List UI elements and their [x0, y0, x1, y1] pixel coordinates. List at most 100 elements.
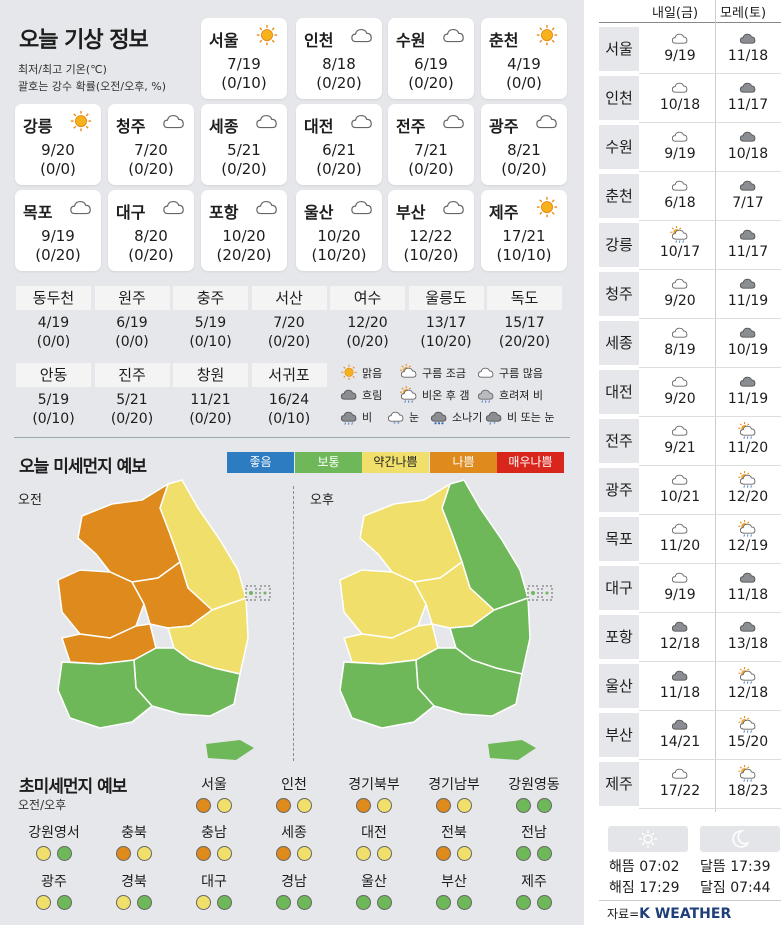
forecast-row: 제주 17/22 18/23 — [599, 762, 781, 809]
city-temp: 7/20 — [134, 141, 168, 159]
small-city-temp: 5/19 — [37, 392, 70, 408]
tomorrow-temp: 10/17 — [659, 244, 701, 260]
moon-box — [700, 826, 780, 852]
pm25-region-name: 대전 — [361, 825, 387, 841]
forecast-row: 수원 9/19 10/18 — [599, 125, 781, 172]
sun-box — [608, 826, 688, 852]
cloud-icon — [671, 768, 688, 779]
after-temp: 11/19 — [727, 391, 769, 407]
sun-rain-icon — [738, 716, 756, 733]
sun-icon — [639, 830, 657, 848]
city-card: 부산 12/22 (10/20) — [388, 190, 474, 271]
dust-scale-item: 약간나쁨 — [362, 452, 429, 473]
pm25-region: 충남 — [176, 823, 252, 861]
small-city-values: 13/17 (10/20) — [409, 314, 484, 352]
pm25-am-dot — [436, 846, 451, 861]
sunrise-text: 해뜸 07:02 — [609, 859, 680, 875]
rain-then-clear-icon — [400, 386, 417, 403]
pm25-region: 전남 — [496, 823, 572, 861]
forecast-row: 대구 9/19 11/18 — [599, 566, 781, 613]
pm25-pm-dot — [457, 895, 472, 910]
city-prob: (0/0) — [506, 74, 542, 92]
shower-icon — [430, 411, 447, 425]
pm25-pm-dot — [137, 895, 152, 910]
dust-scale-item: 나쁨 — [430, 452, 497, 473]
pm25-am-dot — [276, 798, 291, 813]
weather-legend-item: 구름 조금 — [398, 364, 466, 382]
map-region-jeonnam — [57, 659, 154, 729]
after-temp: 7/17 — [732, 195, 764, 211]
small-city-temp: 6/19 — [116, 315, 148, 331]
pm25-region: 경남 — [256, 872, 332, 910]
tomorrow-temp: 14/21 — [659, 734, 701, 750]
forecast-city: 울산 — [599, 664, 639, 708]
pm25-am-dot — [196, 895, 211, 910]
pm25-pm-dot — [137, 846, 152, 861]
city-temp: 6/19 — [414, 55, 448, 73]
cloud-icon — [671, 131, 688, 142]
after-temp: 18/23 — [727, 783, 769, 799]
cloud-icon — [70, 200, 91, 215]
pm25-am-dot — [516, 895, 531, 910]
pm25-am-dot — [356, 895, 371, 910]
forecast-city: 춘천 — [599, 174, 639, 218]
small-city-values: 5/19 (0/10) — [173, 314, 248, 352]
city-temp: 6/21 — [322, 141, 356, 159]
after-temp: 10/19 — [727, 342, 769, 358]
small-city-values: 5/19 (0/10) — [16, 391, 91, 429]
cloud-icon — [536, 114, 557, 129]
small-city-name: 독도 — [487, 286, 562, 310]
small-city-name: 여수 — [330, 286, 405, 310]
tomorrow-temp: 11/20 — [659, 538, 701, 554]
cloud-icon — [351, 28, 372, 43]
forecast-city: 부산 — [599, 713, 639, 757]
cloud-icon — [443, 28, 464, 43]
dark-cloud-icon — [671, 719, 688, 730]
pm25-am-dot — [36, 895, 51, 910]
cloud-icon — [351, 200, 372, 215]
small-city-temp: 5/19 — [194, 315, 227, 331]
small-city-prob: (0/0) — [36, 334, 71, 350]
pm25-region: 인천 — [256, 775, 332, 813]
small-city-temp: 16/24 — [268, 392, 310, 408]
forecast-row: 춘천 6/18 7/17 — [599, 174, 781, 221]
pm25-region: 대전 — [336, 823, 412, 861]
after-temp: 13/18 — [727, 636, 769, 652]
city-card: 서울 7/19 (0/10) — [201, 18, 287, 99]
small-city-values: 6/19 (0/0) — [95, 314, 170, 352]
legend-label: 소나기 — [452, 411, 483, 424]
dark-cloud-icon — [739, 33, 756, 44]
weather-legend-item: 구름 많음 — [475, 364, 543, 382]
city-temp: 8/20 — [134, 227, 168, 245]
city-card: 제주 17/21 (10/10) — [481, 190, 567, 271]
city-prob: (0/10) — [221, 74, 267, 92]
pm25-region-name: 전북 — [441, 825, 467, 841]
pm25-pm-dot — [457, 798, 472, 813]
pm25-region-name: 경기북부 — [348, 777, 400, 793]
city-card: 인천 8/18 (0/20) — [296, 18, 382, 99]
sunset-text: 해짐 17:29 — [609, 880, 680, 896]
small-city-name: 원주 — [94, 286, 170, 310]
pm25-am-dot — [116, 846, 131, 861]
prob-note: 괄호는 강수 확률(오전/오후, %) — [18, 80, 167, 93]
pm25-region: 광주 — [16, 872, 92, 910]
forecast-city: 광주 — [599, 468, 639, 512]
forecast-row: 인천 10/18 11/17 — [599, 76, 781, 123]
pm25-am-dot — [36, 846, 51, 861]
map-divider — [293, 486, 294, 761]
pm25-pm-dot — [537, 798, 552, 813]
cloud-icon — [443, 200, 464, 215]
pm25-pm-dot — [217, 798, 232, 813]
pm25-region: 울산 — [336, 872, 412, 910]
forecast-city: 대전 — [599, 370, 639, 414]
pm25-region: 부산 — [416, 872, 492, 910]
cloud-icon — [163, 200, 184, 215]
pm25-pm-dot — [297, 846, 312, 861]
snow-icon: * * — [387, 411, 404, 426]
legend-label: 맑음 — [362, 367, 383, 380]
legend-label: 구름 조금 — [422, 367, 466, 380]
forecast-city: 포항 — [599, 615, 639, 659]
city-prob: (20/20) — [216, 246, 272, 264]
small-city-temp: 11/21 — [190, 392, 231, 408]
forecast-row: 부산 14/21 15/20 — [599, 713, 781, 760]
